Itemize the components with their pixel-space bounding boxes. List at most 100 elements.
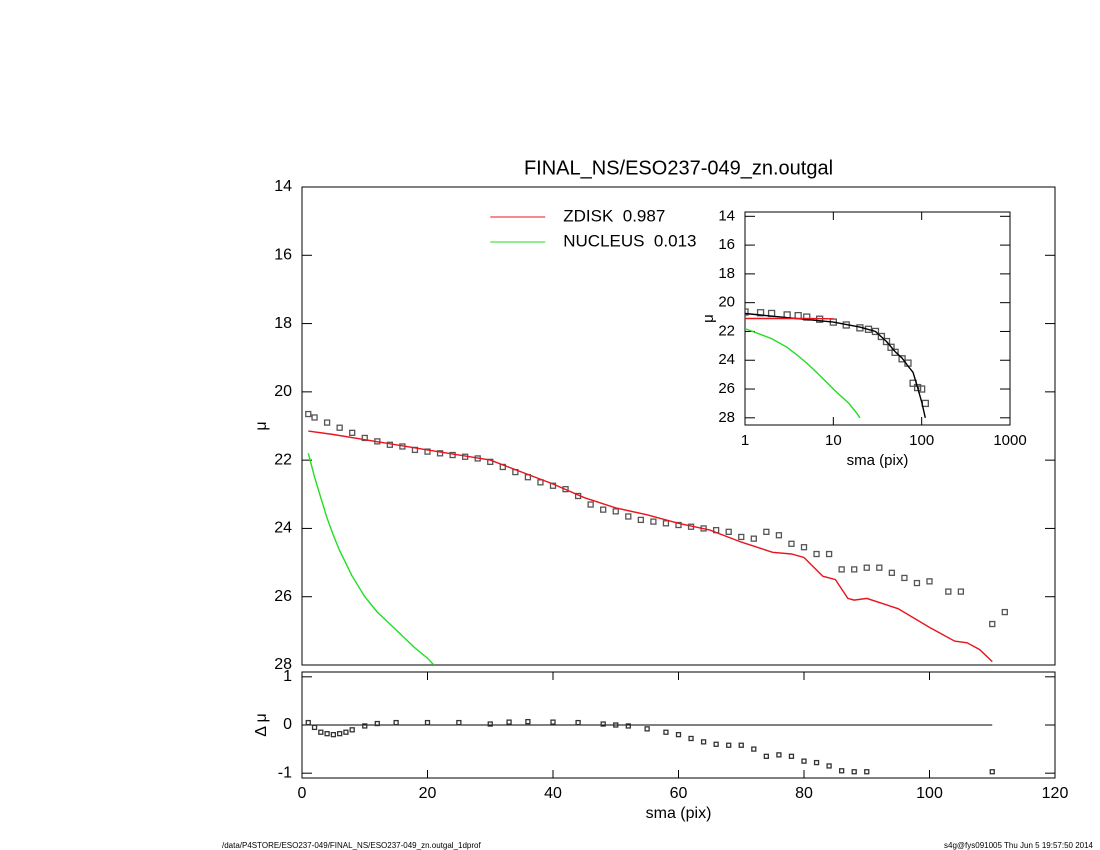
legend-label: ZDISK 0.987 <box>563 206 665 225</box>
data-point <box>330 731 337 738</box>
y-tick-label: 14 <box>274 178 292 195</box>
data-point <box>487 721 493 727</box>
footer-path: /data/P4STORE/ESO237-049/FINAL_NS/ESO237… <box>222 841 481 850</box>
data-point <box>851 769 857 775</box>
data-point <box>525 718 531 725</box>
y-tick-label: 1 <box>283 668 292 685</box>
data-point <box>336 731 343 737</box>
data-point <box>700 739 707 745</box>
data-point <box>349 727 355 733</box>
x-tick-label: 40 <box>544 785 562 802</box>
data-point <box>436 450 444 457</box>
y-axis-label: μ <box>700 314 717 323</box>
data-point <box>877 332 886 341</box>
data-point <box>650 518 657 525</box>
data-point <box>887 343 895 351</box>
data-point <box>637 516 644 524</box>
y-tick-label: 26 <box>274 588 292 605</box>
data-point <box>456 719 462 726</box>
plot-area <box>305 410 1008 665</box>
data-point <box>813 759 820 766</box>
data-point <box>644 726 650 732</box>
data-point <box>863 564 870 571</box>
data-point <box>713 741 719 747</box>
data-point <box>945 588 952 595</box>
data-point <box>393 719 399 726</box>
y-tick-label: 22 <box>274 451 292 468</box>
y-tick-label: 20 <box>274 383 292 400</box>
data-point <box>788 753 795 759</box>
series-line <box>308 430 993 663</box>
data-point <box>750 535 757 542</box>
plot-frame <box>301 186 1056 666</box>
data-point <box>506 719 512 725</box>
data-point <box>318 729 324 735</box>
y-tick-label: 0 <box>283 716 292 733</box>
y-tick-label: 28 <box>718 409 735 426</box>
y-tick-label: -1 <box>278 764 292 781</box>
data-point <box>374 720 380 727</box>
data-point <box>882 337 891 346</box>
y-tick-label: 26 <box>718 380 735 397</box>
data-point <box>311 414 318 421</box>
data-point <box>343 729 349 735</box>
x-tick-label: 1 <box>741 432 749 449</box>
data-point <box>898 355 906 363</box>
data-point <box>794 311 802 320</box>
data-point <box>323 419 331 426</box>
x-tick-label: 0 <box>298 785 307 802</box>
data-point <box>921 399 929 408</box>
data-point <box>311 724 318 731</box>
data-point <box>675 521 682 529</box>
data-point <box>613 722 619 728</box>
data-point <box>361 434 368 442</box>
data-point <box>989 620 996 628</box>
series-line <box>307 453 435 665</box>
data-point <box>838 566 845 573</box>
data-point <box>876 564 883 571</box>
chart-title: FINAL_NS/ESO237-049_zn.outgal <box>524 157 833 179</box>
data-point <box>738 533 745 541</box>
series-line <box>745 312 926 418</box>
data-point <box>625 513 632 520</box>
data-point <box>775 532 783 539</box>
x-tick-label: 120 <box>1042 785 1069 802</box>
plot-area <box>745 308 929 419</box>
data-point <box>813 550 820 558</box>
data-point <box>305 410 312 418</box>
y-tick-label: 28 <box>274 656 292 673</box>
y-tick-label: 16 <box>274 247 292 264</box>
y-axis-label: μ <box>253 421 270 430</box>
data-point <box>562 486 569 493</box>
y-tick-label: 18 <box>718 265 735 282</box>
data-point <box>913 579 921 587</box>
x-tick-label: 100 <box>916 785 943 802</box>
data-point <box>324 731 330 737</box>
data-point <box>688 735 694 742</box>
x-axis-label: sma (pix) <box>646 805 712 822</box>
y-tick-label: 14 <box>718 207 735 224</box>
data-point <box>625 723 631 729</box>
y-tick-label: 24 <box>274 520 292 537</box>
data-point <box>725 528 732 535</box>
data-point <box>800 544 808 551</box>
data-point <box>487 458 494 466</box>
data-point <box>362 723 368 729</box>
data-point <box>575 719 581 726</box>
x-tick-label: 1000 <box>993 432 1026 449</box>
data-point <box>662 520 670 527</box>
data-point <box>851 566 858 573</box>
x-tick-label: 60 <box>670 785 688 802</box>
data-point <box>756 309 765 317</box>
data-point <box>989 769 995 775</box>
x-tick-label: 10 <box>825 432 842 449</box>
data-point <box>913 383 922 392</box>
plot-area <box>302 718 995 775</box>
y-tick-label: 16 <box>718 236 735 253</box>
data-point <box>550 719 556 725</box>
data-point <box>336 424 343 431</box>
x-tick-label: 100 <box>909 432 934 449</box>
x-axis-label: sma (pix) <box>847 452 909 469</box>
